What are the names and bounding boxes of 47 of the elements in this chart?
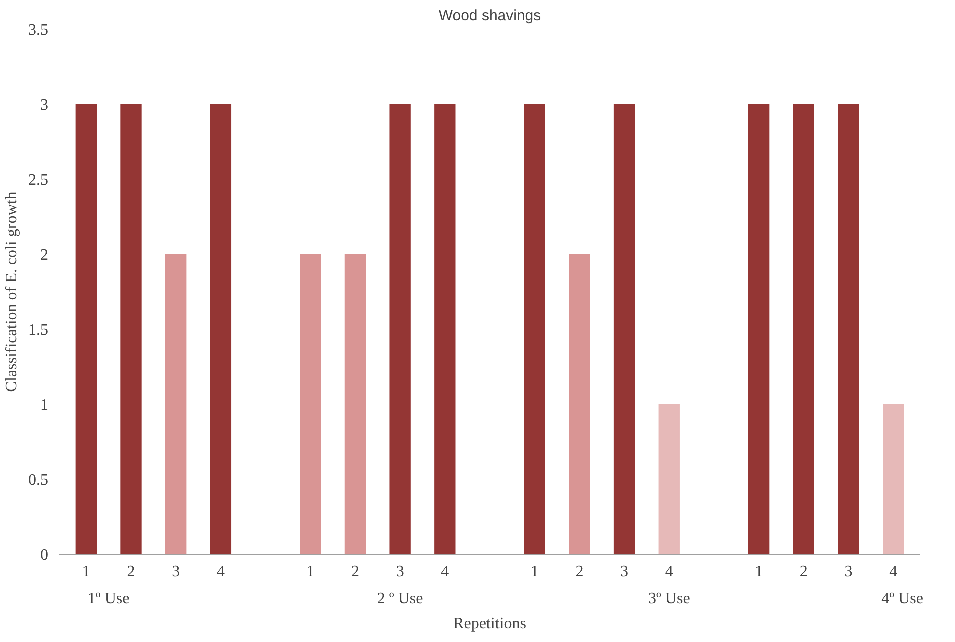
y-tick-label: 3 (40, 97, 48, 114)
y-axis-title: Classification of E. coli growth (4, 192, 20, 392)
bar (793, 104, 814, 554)
x-tick-label: 1 (306, 564, 315, 580)
x-tick-label: 4 (890, 564, 898, 580)
x-tick-label: 4 (216, 564, 225, 580)
text: 3º Use (648, 590, 690, 608)
bar (390, 104, 411, 554)
y-tick-label: 3.5 (28, 22, 48, 39)
x-tick-label: 3 (844, 564, 853, 580)
bar (524, 104, 546, 554)
bar (658, 404, 680, 554)
x-tick-label: 4 (665, 564, 674, 580)
bar (76, 104, 97, 554)
x-tick-label: 2 (351, 564, 360, 580)
bar (569, 254, 590, 554)
bar (120, 104, 142, 554)
x-tick-label: 2 (576, 564, 584, 580)
x-tick-label: 3 (620, 564, 629, 580)
x-tick-label: 3 (396, 564, 404, 580)
y-tick-label: 1.5 (28, 322, 48, 339)
bar (838, 104, 860, 554)
x-tick-label: 2 (800, 564, 808, 580)
bar (434, 104, 456, 554)
chart-title: Wood shavings (438, 8, 542, 24)
x-tick-label: 4 (441, 564, 450, 580)
x-tick-label: 1 (755, 564, 764, 580)
y-tick-label: 2.5 (28, 172, 48, 189)
text: 2 º Use (377, 590, 424, 608)
bar (210, 104, 232, 554)
bar (166, 254, 187, 554)
bar (614, 104, 636, 554)
y-tick-label: 2 (40, 247, 48, 264)
bar (883, 404, 904, 554)
y-tick-label: 0.5 (28, 472, 48, 489)
bar (344, 254, 366, 554)
y-tick-label: 0 (40, 547, 48, 564)
x-tick-label: 1 (530, 564, 539, 580)
x-tick-label: 2 (127, 564, 136, 580)
x-tick-label: 3 (172, 564, 180, 580)
bar (300, 254, 322, 554)
x-tick-label: 1 (82, 564, 90, 580)
y-tick-label: 1 (40, 397, 48, 414)
x-axis-title: Repetitions (454, 616, 526, 632)
text: 4º Use (882, 590, 924, 608)
text: 1º Use (88, 590, 130, 608)
bar (748, 104, 770, 554)
